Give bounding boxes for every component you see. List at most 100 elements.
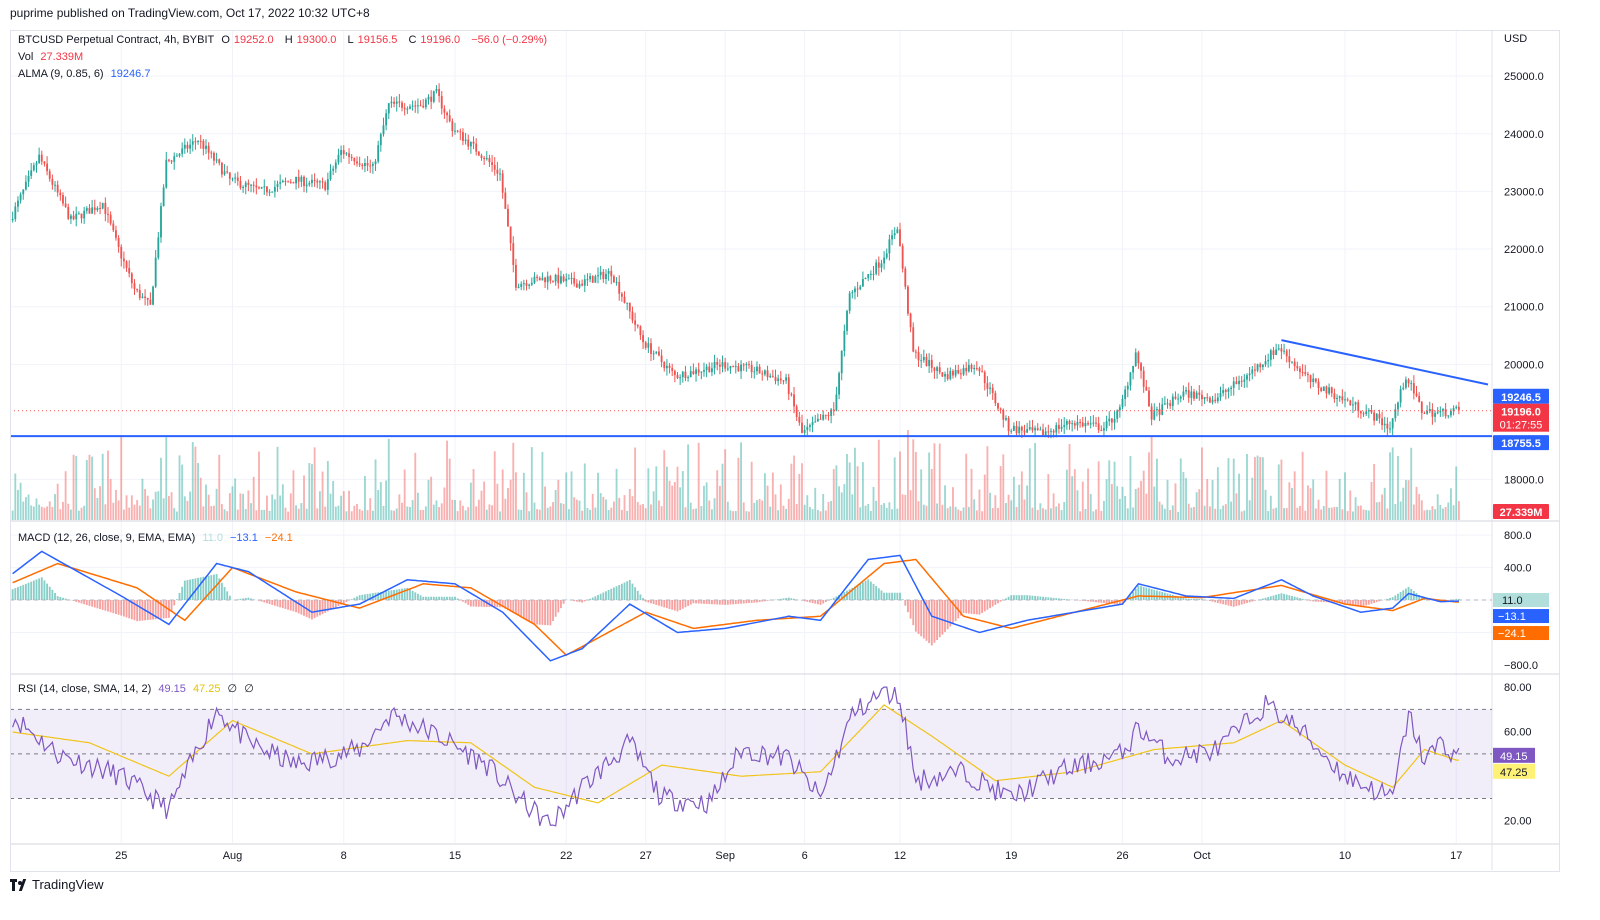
macd-hist-bar — [149, 600, 152, 620]
macd-hist-bar — [549, 600, 552, 626]
volume-label[interactable]: Vol — [18, 51, 34, 63]
candle-body — [1309, 375, 1312, 383]
symbol-label[interactable]: BTCUSD Perpetual Contract, 4h, BYBIT — [18, 34, 215, 46]
macd-label[interactable]: MACD (12, 26, close, 9, EMA, EMA) — [18, 532, 196, 544]
volume-bar — [1156, 458, 1158, 520]
volume-bar — [790, 463, 793, 520]
volume-bar — [1354, 497, 1357, 520]
candle-body — [922, 356, 925, 361]
candle-body — [356, 161, 358, 164]
candle-body — [779, 378, 782, 381]
volume-bar — [1126, 508, 1129, 520]
macd-hist-bar — [1251, 600, 1254, 602]
macd-hist-bar — [321, 600, 324, 615]
macd-hist-bar — [959, 600, 962, 616]
candle-body — [276, 183, 279, 187]
macd-hist-bar — [901, 599, 904, 601]
macd-hist-bar — [56, 596, 59, 601]
volume-bar — [1124, 495, 1127, 520]
macd-hist-bar — [922, 600, 925, 639]
candle-body — [1272, 350, 1275, 356]
macd-hist-bar — [109, 600, 112, 613]
candle-body — [223, 171, 226, 175]
macd-hist-bar — [316, 600, 319, 617]
volume-bar — [1362, 509, 1365, 520]
macd-hist-bar — [687, 600, 690, 606]
volume-bar — [944, 485, 946, 520]
candle-body — [1081, 422, 1084, 427]
candle-body — [141, 296, 144, 298]
volume-bar — [1161, 504, 1164, 520]
candle-body — [928, 359, 931, 366]
volume-bar — [77, 510, 80, 520]
candle-body — [620, 293, 623, 297]
macd-hist-bar — [1208, 600, 1211, 601]
macd-hist-bar — [324, 600, 327, 613]
volume-bar — [1103, 501, 1105, 520]
volume-bar — [1179, 458, 1182, 520]
volume-bar — [1134, 489, 1137, 520]
macd-hist-bar — [424, 596, 427, 601]
macd-hist-bar — [509, 600, 512, 612]
candle-body — [520, 283, 523, 287]
candles — [11, 83, 1460, 439]
macd-hist-bar — [758, 600, 761, 603]
volume-bar — [321, 471, 324, 520]
candle-body — [1055, 425, 1058, 433]
volume-bar — [999, 466, 1002, 520]
macd-hist-bar — [832, 597, 835, 601]
footer-brand[interactable]: TradingView — [10, 877, 104, 892]
candle-body — [236, 177, 239, 181]
macd-hist-bar — [99, 600, 101, 610]
candle-body — [997, 403, 999, 409]
macd-hist-bar — [464, 600, 467, 604]
volume-bar — [1227, 458, 1230, 520]
rsi-tag-bg — [1493, 747, 1535, 763]
candle-body — [160, 206, 162, 238]
macd-hist-bar — [117, 600, 120, 615]
alma-label[interactable]: ALMA (9, 0.85, 6) — [18, 68, 104, 80]
candle-body — [594, 276, 597, 283]
volume-bar — [552, 502, 554, 520]
macd-hist-bar — [697, 600, 700, 604]
volume-bar — [364, 476, 366, 520]
candle-body — [454, 130, 456, 132]
macd-hist-bar — [1079, 600, 1082, 601]
macd-hist-bar — [761, 600, 764, 602]
macd-hist-bar — [395, 589, 398, 601]
candle-body — [589, 276, 592, 280]
macd-hist-bar — [912, 600, 915, 626]
candle-body — [1095, 422, 1097, 424]
volume-bar — [1097, 461, 1100, 520]
candle-body — [832, 409, 835, 411]
macd-hist-bar — [35, 579, 38, 601]
candle-body — [1259, 364, 1262, 368]
candle-body — [803, 430, 806, 433]
candle-body — [1034, 428, 1037, 431]
volume-bar — [1291, 487, 1293, 520]
volume-bar — [424, 506, 427, 520]
candle-body — [1113, 418, 1116, 423]
rsi-label[interactable]: RSI (14, close, SMA, 14, 2) — [18, 683, 152, 695]
candle-body — [663, 361, 666, 369]
candle-body — [173, 156, 176, 162]
macd-hist-bar — [218, 578, 221, 601]
macd-hist-bar — [1132, 591, 1135, 601]
candle-body — [1320, 387, 1323, 392]
macd-tag-bg — [1493, 609, 1549, 624]
macd-hist-bar — [631, 583, 634, 601]
candle-body — [824, 414, 827, 416]
macd-hist-bar — [732, 600, 735, 605]
volume-bar — [891, 509, 893, 520]
volume-bar — [930, 468, 933, 520]
volume-bar — [1367, 510, 1370, 520]
macd-hist-bar — [1137, 585, 1140, 601]
macd-hist-bar — [1261, 598, 1264, 601]
macd-hist-bar — [366, 593, 369, 601]
volume-bar — [252, 476, 255, 520]
candle-body — [366, 163, 369, 166]
volume-bar — [374, 459, 377, 520]
macd-hist-bar — [1031, 595, 1034, 601]
price-tick-label: 18000.0 — [1504, 475, 1544, 487]
